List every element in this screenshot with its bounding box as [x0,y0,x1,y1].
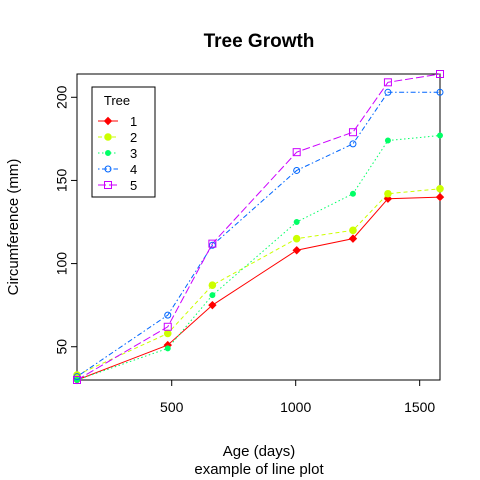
data-point [349,226,357,235]
chart-title: Tree Growth [204,31,315,52]
series-line [76,91,440,378]
data-point [73,376,81,384]
data-point [436,70,444,78]
plot-frame [76,73,441,381]
y-axis-label: Circumference (mm) [5,159,22,296]
data-point [384,137,391,144]
data-point [292,234,301,243]
data-point [209,292,216,299]
data-point [105,150,111,156]
y-tick-label: 150 [54,169,70,193]
data-point [293,219,300,226]
y-tick-label: 100 [54,252,70,276]
data-point [104,133,112,141]
x-tick-label: 1000 [280,399,311,415]
legend-label: 4 [130,162,137,177]
y-tick-label: 50 [54,339,70,355]
data-point [384,88,392,96]
y-axis: 50 100 150 200 [54,85,77,355]
data-point [348,128,357,137]
data-point [436,184,444,193]
data-point [163,329,172,338]
data-point [163,322,172,331]
data-point [103,116,113,126]
data-point [384,189,392,198]
data-point [436,88,444,96]
legend-title: Tree [104,93,130,108]
legend-label: 2 [130,130,137,145]
legend-label: 5 [130,178,137,193]
x-tick-label: 500 [160,399,184,415]
data-point [292,148,301,157]
data-point [104,165,112,173]
x-tick-label: 1500 [404,399,435,415]
x-axis: 500 1000 1500 [160,380,435,415]
legend-box [91,86,156,198]
data-point [208,239,217,248]
y-tick-label: 200 [54,85,70,109]
data-point [435,192,445,202]
data-point [348,234,358,243]
data-point [208,281,217,290]
data-point [164,345,171,352]
x-axis-sublabel: example of line plot [194,461,324,478]
series-line [76,73,441,381]
series-line [76,188,441,376]
series-line [76,196,441,381]
data-point [349,190,356,197]
legend-label: 1 [130,114,137,129]
data-point [104,181,112,189]
data-point [208,300,217,310]
data-point [293,166,301,174]
series-points [72,70,445,385]
data-point [164,311,172,319]
data-point [349,140,357,148]
legend-label: 3 [130,146,137,161]
data-point [383,78,392,87]
data-point [292,246,301,255]
data-point [437,132,443,139]
x-axis-label: Age (days) [223,443,296,460]
